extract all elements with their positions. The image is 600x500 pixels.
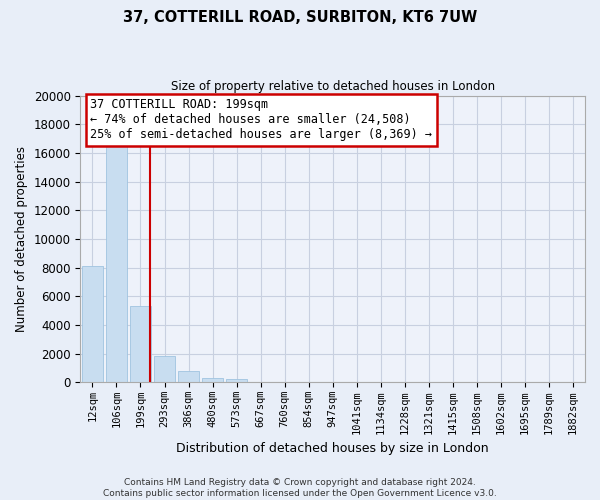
Text: 37 COTTERILL ROAD: 199sqm
← 74% of detached houses are smaller (24,508)
25% of s: 37 COTTERILL ROAD: 199sqm ← 74% of detac…: [91, 98, 433, 142]
Bar: [226, 380, 247, 382]
Title: Size of property relative to detached houses in London: Size of property relative to detached ho…: [170, 80, 495, 93]
Bar: [202, 378, 223, 382]
X-axis label: Distribution of detached houses by size in London: Distribution of detached houses by size …: [176, 442, 489, 455]
Bar: [82, 266, 103, 382]
Text: 37, COTTERILL ROAD, SURBITON, KT6 7UW: 37, COTTERILL ROAD, SURBITON, KT6 7UW: [123, 10, 477, 25]
Y-axis label: Number of detached properties: Number of detached properties: [15, 146, 28, 332]
Bar: [154, 356, 175, 382]
Bar: [130, 306, 151, 382]
Text: Contains HM Land Registry data © Crown copyright and database right 2024.
Contai: Contains HM Land Registry data © Crown c…: [103, 478, 497, 498]
Bar: [178, 371, 199, 382]
Bar: [106, 145, 127, 382]
